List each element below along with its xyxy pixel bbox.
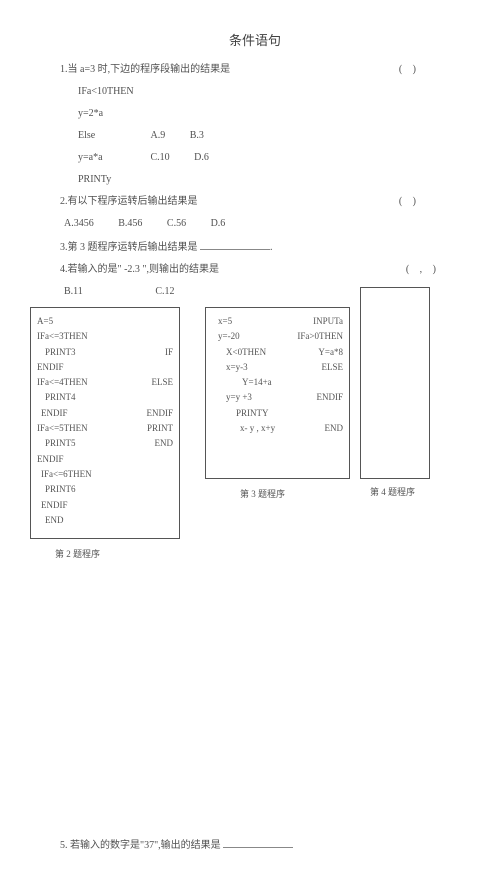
q1-paren: ( ) bbox=[399, 63, 420, 77]
q2-opts: A.3456 B.456 C.56 D.6 bbox=[64, 217, 450, 231]
q4-text: 4.若输入的是" -2.3 ",则输出的结果是 bbox=[60, 264, 219, 275]
b2r6b: ENDIF bbox=[285, 390, 344, 405]
b1r14a: END bbox=[37, 513, 173, 528]
q4-stem: 4.若输入的是" -2.3 ",则输出的结果是 ( , ) bbox=[60, 263, 450, 277]
b1r4a: ENDIF bbox=[37, 360, 173, 375]
q3-stem: 3.第 3 题程序运转后输出结果是 . bbox=[60, 239, 450, 255]
b1r5a: IFa<=4THEN bbox=[37, 375, 105, 390]
b2r2a: y=-20 bbox=[212, 329, 281, 344]
b2r4b: ELSE bbox=[285, 360, 344, 375]
b1r13a: ENDIF bbox=[37, 498, 173, 513]
q4-paren: ( , ) bbox=[406, 263, 440, 277]
b1r5b: ELSE bbox=[105, 375, 173, 390]
b2r1b: INPUTa bbox=[281, 314, 344, 329]
box1-caption: 第 2 题程序 bbox=[55, 547, 100, 560]
b2r7a: PRINTY bbox=[212, 406, 343, 421]
b1r2a: IFa<=3THEN bbox=[37, 329, 173, 344]
q1-optC: C.10 bbox=[151, 151, 170, 165]
code-box-1: A=5 IFa<=3THEN PRINT3IF ENDIF IFa<=4THEN… bbox=[30, 307, 180, 539]
q1-optA: A.9 bbox=[151, 129, 166, 143]
q1-l4: y=a*a C.10 D.6 bbox=[78, 151, 450, 165]
page-title: 条件语句 bbox=[60, 30, 450, 49]
q1-optD: D.6 bbox=[194, 151, 209, 165]
b2r8b: END bbox=[292, 421, 344, 436]
b1r8a: IFa<=5THEN bbox=[37, 421, 105, 436]
q3-blank bbox=[200, 239, 270, 250]
q1-yaa: y=a*a bbox=[78, 151, 148, 165]
b2r3b: Y=a*8 bbox=[285, 345, 344, 360]
q1-l3: Else A.9 B.3 bbox=[78, 129, 450, 143]
b1r10a: ENDIF bbox=[37, 452, 173, 467]
q4-C: C.12 bbox=[155, 285, 174, 299]
b2r6a: y=y +3 bbox=[212, 390, 285, 405]
b1r12a: PRINT6 bbox=[37, 482, 173, 497]
b2r3a: X<0THEN bbox=[212, 345, 285, 360]
q1-else: Else bbox=[78, 129, 148, 143]
b1r1a: A=5 bbox=[37, 314, 173, 329]
b1r8b: PRINT bbox=[105, 421, 173, 436]
q1-stem: 1.当 a=3 时,下边的程序段输出的结果是 ( ) bbox=[60, 63, 450, 77]
q5-text: 5. 若输入的数字是"37",输出的结果是 bbox=[60, 840, 221, 851]
code-box-2: x=5INPUTa y=-20IFa>0THEN X<0THENY=a*8 x=… bbox=[205, 307, 350, 479]
b1r7b: ENDIF bbox=[107, 406, 173, 421]
b2r5a: Y=14+a bbox=[212, 375, 343, 390]
q4-B: B.11 bbox=[64, 285, 83, 299]
b1r6a: PRINT4 bbox=[37, 390, 173, 405]
b1r11a: IFa<=6THEN bbox=[37, 467, 173, 482]
q5-blank bbox=[223, 837, 293, 848]
q1-l1: IFa<10THEN bbox=[78, 85, 450, 99]
b1r3a: PRINT3 bbox=[37, 345, 109, 360]
b2r8a: x- y , x+y bbox=[212, 421, 292, 436]
code-boxes: A=5 IFa<=3THEN PRINT3IF ENDIF IFa<=4THEN… bbox=[60, 307, 450, 567]
b2r2b: IFa>0THEN bbox=[281, 329, 344, 344]
box2-caption: 第 3 题程序 bbox=[240, 487, 285, 500]
code-box-3 bbox=[360, 287, 430, 479]
q1-optB: B.3 bbox=[190, 129, 204, 143]
box3-caption: 第 4 题程序 bbox=[370, 485, 415, 498]
b1r9a: PRINT5 bbox=[37, 436, 109, 451]
b1r7a: ENDIF bbox=[37, 406, 107, 421]
q2-B: B.456 bbox=[118, 217, 142, 231]
q1-l5: PRINTy bbox=[78, 173, 450, 187]
q1-l2: y=2*a bbox=[78, 107, 450, 121]
q1-text: 1.当 a=3 时,下边的程序段输出的结果是 bbox=[60, 64, 230, 75]
q2-C: C.56 bbox=[167, 217, 186, 231]
b1r3b: IF bbox=[109, 345, 173, 360]
q5-stem: 5. 若输入的数字是"37",输出的结果是 bbox=[60, 837, 450, 853]
q2-stem: 2.有以下程序运转后输出结果是 ( ) bbox=[60, 195, 450, 209]
q2-text: 2.有以下程序运转后输出结果是 bbox=[60, 196, 198, 207]
b1r9b: END bbox=[109, 436, 173, 451]
b2r1a: x=5 bbox=[212, 314, 281, 329]
q2-D: D.6 bbox=[211, 217, 226, 231]
q3-text: 3.第 3 题程序运转后输出结果是 bbox=[60, 242, 198, 253]
q2-A: A.3456 bbox=[64, 217, 94, 231]
q2-paren: ( ) bbox=[399, 195, 420, 209]
b2r4a: x=y-3 bbox=[212, 360, 285, 375]
